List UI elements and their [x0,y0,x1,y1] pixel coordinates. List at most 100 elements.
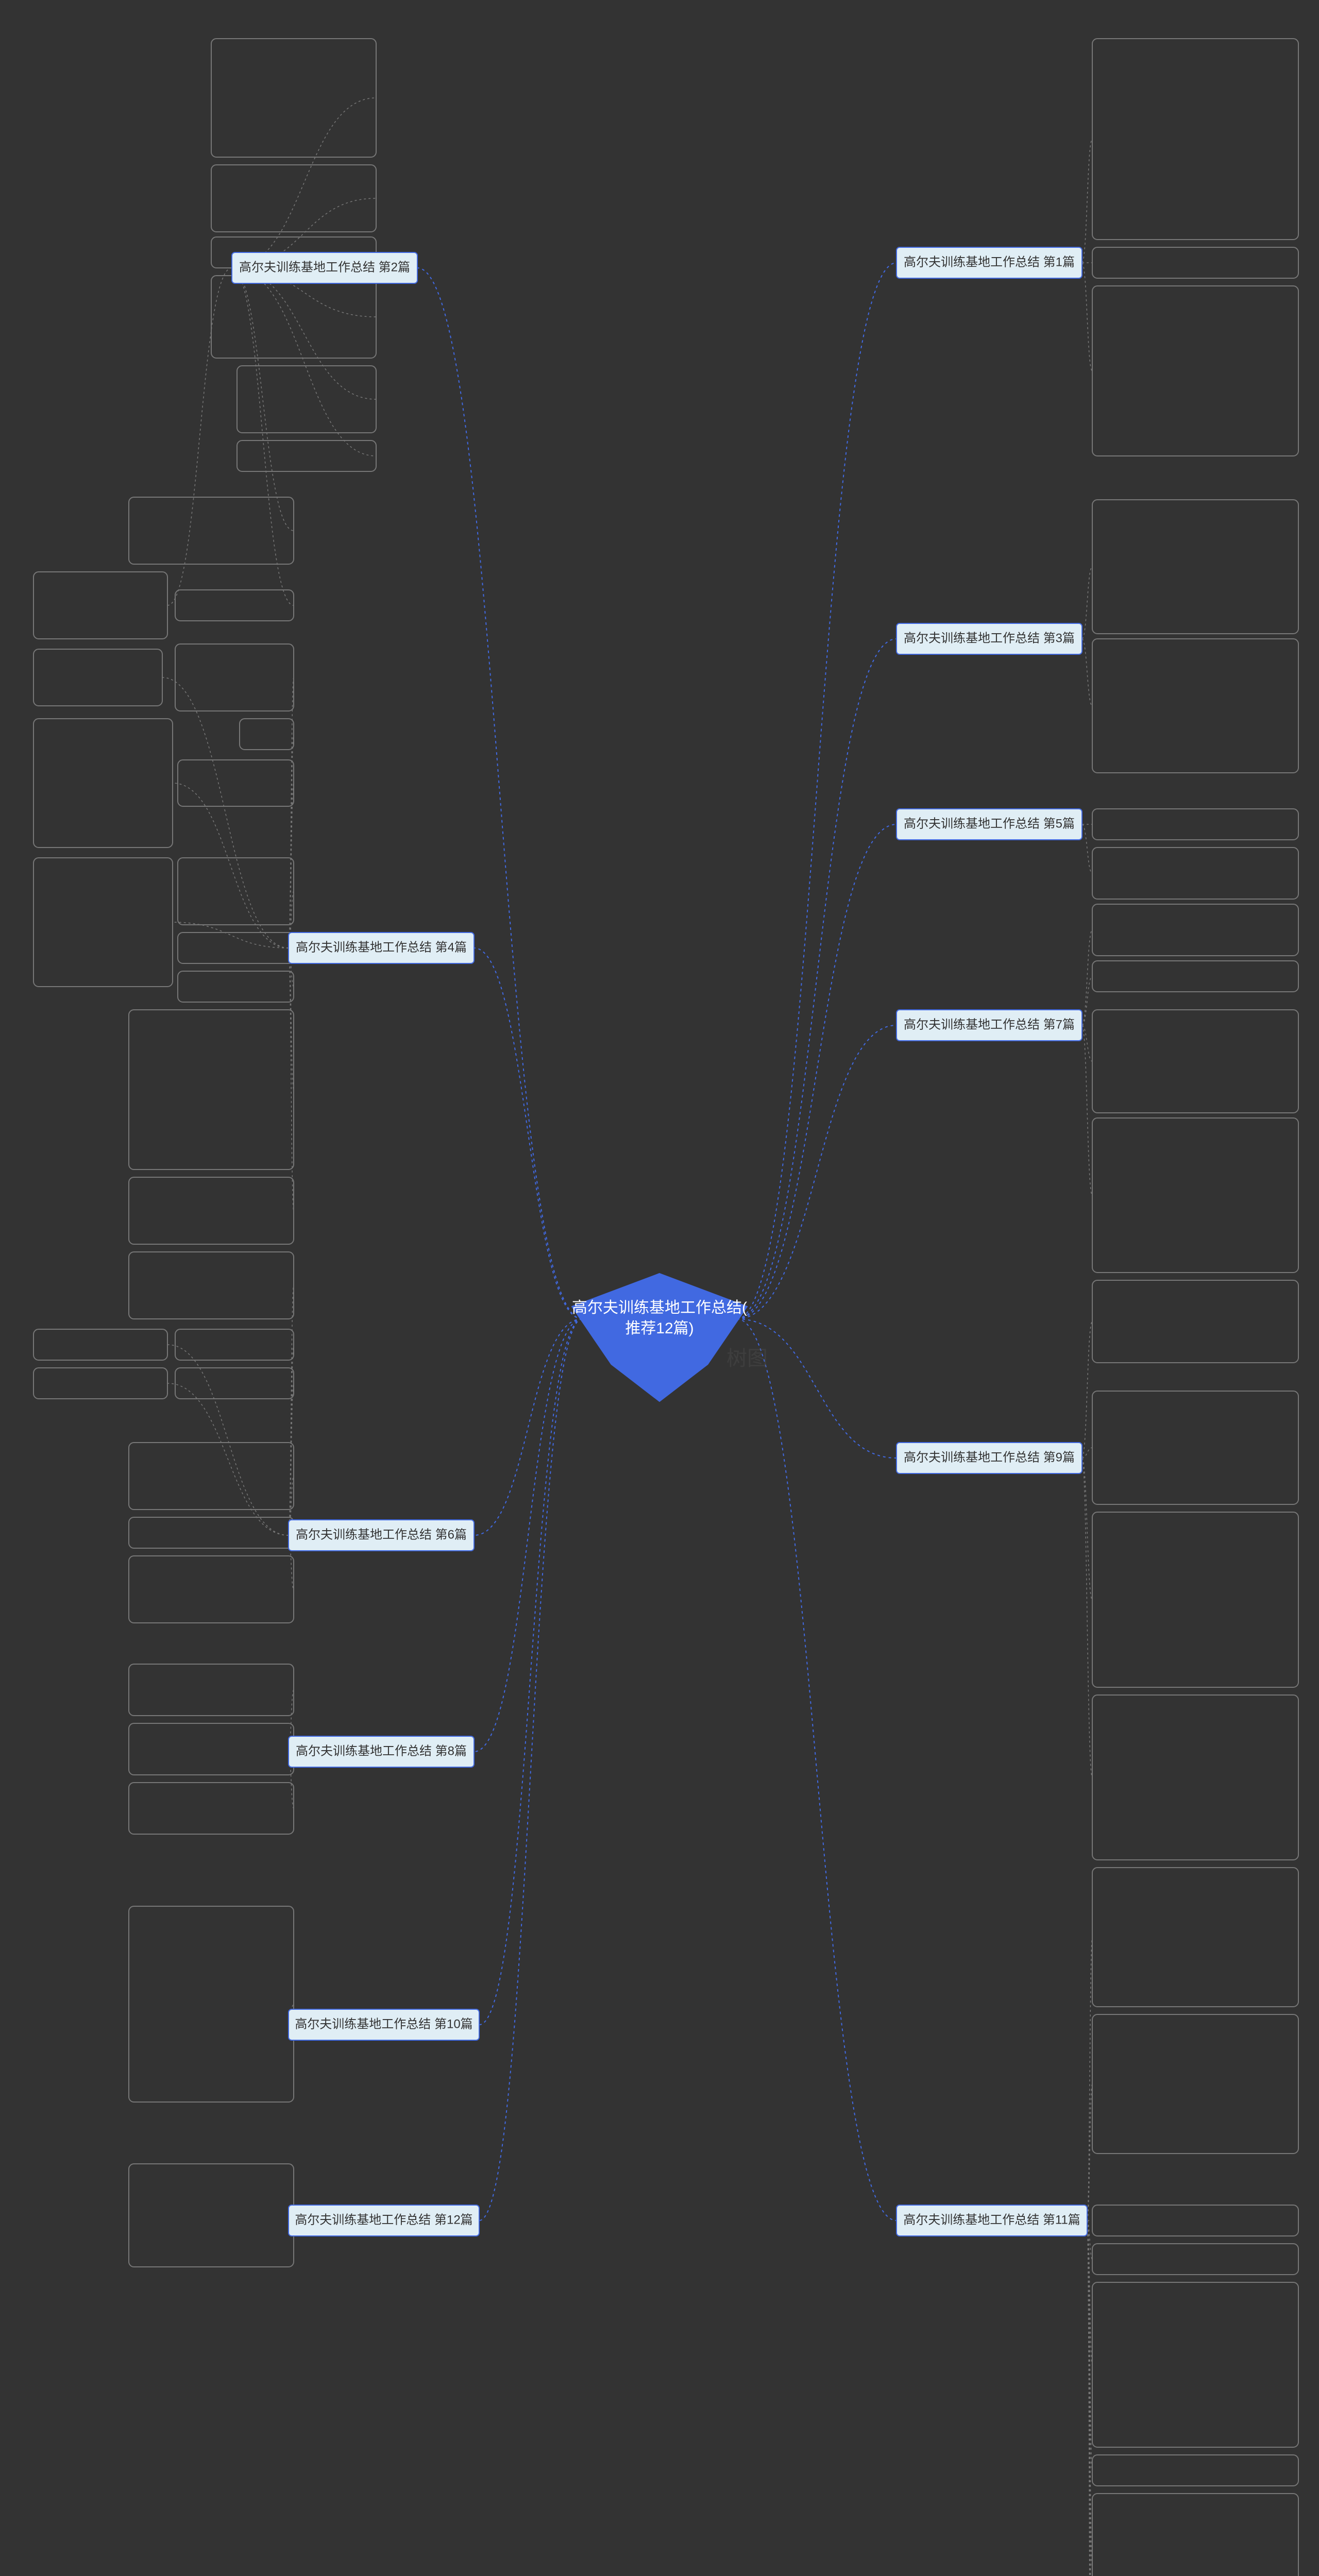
leaf-box-36 [1092,1280,1298,1363]
leaf-box-22 [129,1177,294,1244]
connector-branch-to-leaf-29 [1082,639,1092,706]
branch-label-10: 高尔夫训练基地工作总结 第10篇 [295,2017,472,2031]
branches-layer: 高尔夫训练基地工作总结 第1篇 高尔夫训练基地工作总结 第2篇高尔夫训练基地工作总… [232,247,1087,2236]
branch-label-6: 高尔夫训练基地工作总结 第6篇 [296,1528,467,1541]
leaf-box-26 [33,1368,167,1399]
connector-branch-to-leaf-24 [167,1345,289,1535]
connector-branch-to-leaf-21 [289,948,294,1090]
connector-branch-to-leaf-14 [289,734,294,948]
connector-branch-to-leaf-32 [1082,930,1092,1025]
branch-label-11: 高尔夫训练基地工作总结 第11篇 [903,2213,1080,2227]
branch-label-12: 高尔夫训练基地工作总结 第12篇 [295,2213,472,2227]
connector-branch-to-leaf-27 [289,1383,294,1535]
connector-branch-to-leaf-39 [1082,1458,1092,1777]
connector-branch-to-leaf-38 [1082,1458,1092,1600]
center-node[interactable] [572,1274,747,1401]
connector-branch-to-leaf-17 [173,922,289,948]
leaf-box-30 [1092,809,1298,840]
leaf-box-41 [1092,2014,1298,2154]
branch-label-1: 高尔夫训练基地工作总结 第1篇 [904,255,1075,269]
connector-branch-to-leaf-8 [1082,263,1092,371]
leaf-box-31 [1092,848,1298,899]
connector-center-to-branch-11 [737,1319,897,2221]
connector-branch-to-leaf-26 [167,1383,289,1535]
connector-center-to-branch-4 [474,948,582,1319]
leaf-box-52 [1092,2282,1298,2447]
watermark: 树图 [726,1347,768,1370]
leaf-box-3 [211,276,376,358]
connector-center-to-branch-7 [737,1025,897,1319]
center-title-line2: 推荐12篇) [625,1320,694,1337]
connector-branch-to-leaf-36 [1082,1321,1092,1458]
connector-branch-to-leaf-40 [1087,1937,1092,2221]
leaf-box-48 [129,1906,294,2102]
leaf-box-34 [1092,1010,1298,1113]
connector-center-to-branch-1 [737,263,897,1319]
connector-branch-to-leaf-13 [162,677,289,948]
connector-center-to-branch-8 [474,1319,582,1752]
leaf-box-21 [129,1010,294,1170]
leaf-box-25 [175,1329,294,1360]
connector-center-to-branch-12 [479,1319,582,2221]
leaf-box-13 [33,649,162,706]
leaf-box-28 [1092,500,1298,634]
branch-connectors-layer [417,263,897,2221]
leaf-box-38 [1092,1512,1298,1687]
leaf-box-37 [1092,1391,1298,1504]
leaf-box-1 [211,165,376,232]
connector-branch-to-leaf-28 [1082,567,1092,639]
leaf-box-39 [1092,1695,1298,1860]
connector-branch-to-leaf-9 [232,268,294,531]
connector-center-to-branch-2 [417,268,582,1319]
connector-branch-to-leaf-0 [232,98,376,268]
connector-center-to-branch-5 [737,824,897,1319]
leaf-box-10 [33,572,167,639]
leaf-box-47 [129,1783,294,1834]
leaf-box-8 [1092,286,1298,456]
connector-branch-to-leaf-52 [1087,2221,1092,2365]
leaf-box-17 [33,858,173,987]
branch-label-2: 高尔夫训练基地工作总结 第2篇 [239,260,410,274]
leaf-box-4 [237,366,376,433]
branch-label-8: 高尔夫训练基地工作总结 第8篇 [296,1744,467,1758]
leaf-box-45 [129,1664,294,1716]
leaf-box-46 [129,1723,294,1775]
leaf-box-23 [129,1252,294,1319]
leaf-box-0 [211,39,376,157]
branch-label-7: 高尔夫训练基地工作总结 第7篇 [904,1018,1075,1031]
center-title-line1: 高尔夫训练基地工作总结( [572,1299,747,1316]
connector-branch-to-leaf-35 [1082,1025,1092,1195]
leaf-box-53 [1092,2455,1298,2486]
leaf-box-9 [129,497,294,564]
connector-branch-to-leaf-10 [167,268,232,605]
connector-branch-to-leaf-11 [232,268,294,605]
connector-center-to-branch-10 [479,1319,582,2025]
leaf-box-40 [1092,1868,1298,2007]
leaf-box-7 [1092,247,1298,278]
leaf-box-14 [240,719,294,750]
leaf-box-16 [178,760,294,806]
branch-label-4: 高尔夫训练基地工作总结 第4篇 [296,940,467,954]
branch-label-3: 高尔夫训练基地工作总结 第3篇 [904,631,1075,645]
leaf-box-44 [129,1556,294,1623]
branch-label-5: 高尔夫训练基地工作总结 第5篇 [904,817,1075,831]
leaf-box-20 [178,971,294,1002]
leaf-box-19 [178,933,294,963]
leaf-box-35 [1092,1118,1298,1273]
leaf-box-15 [33,719,173,848]
center-layer: 高尔夫训练基地工作总结( 推荐12篇) [572,1274,747,1401]
leaf-box-49 [129,2164,294,2267]
leaf-box-43 [129,1517,294,1548]
connector-branch-to-leaf-4 [232,268,376,399]
leaf-box-54 [1092,2494,1298,2576]
leaf-box-11 [175,590,294,621]
connector-center-to-branch-9 [737,1319,897,1458]
leaf-box-51 [1092,2244,1298,2275]
connector-center-to-branch-6 [474,1319,582,1535]
leaf-box-42 [129,1443,294,1510]
watermark-layer: 树图 [726,1347,768,1370]
leaf-box-6 [1092,39,1298,240]
branch-label-9: 高尔夫训练基地工作总结 第9篇 [904,1450,1075,1464]
leaf-box-32 [1092,904,1298,956]
connector-branch-to-leaf-31 [1082,824,1092,873]
